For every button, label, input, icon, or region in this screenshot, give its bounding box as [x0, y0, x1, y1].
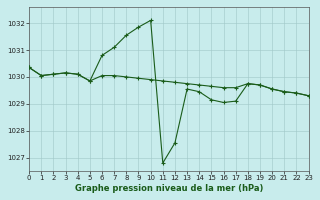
X-axis label: Graphe pression niveau de la mer (hPa): Graphe pression niveau de la mer (hPa): [75, 184, 263, 193]
